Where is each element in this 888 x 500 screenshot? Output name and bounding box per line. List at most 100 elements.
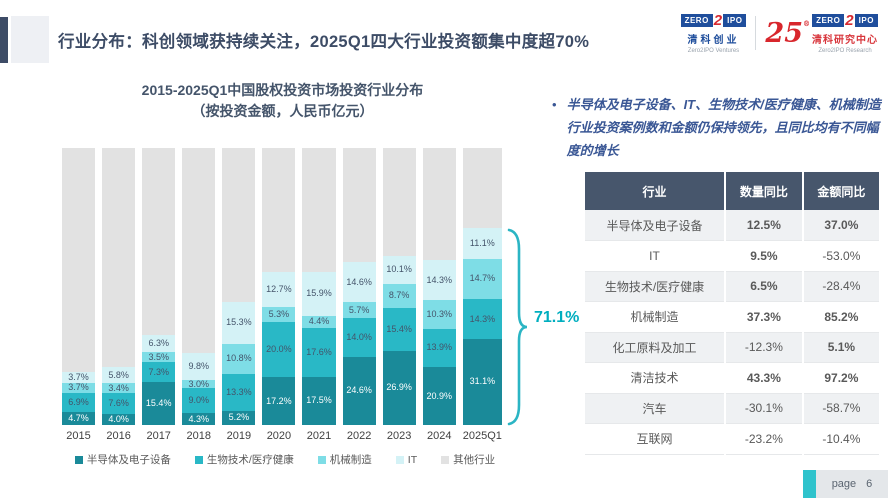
segment-生物技术/医疗健康: 9.0% [182,388,216,414]
cell-amount-yoy: -10.4% [801,423,879,455]
bar-stack: 20.9% 13.9% 10.3% 14.3% [422,148,456,425]
ventures-en-name: Zero2IPO Ventures [687,48,740,54]
segment-机械制造: 5.3% [262,307,296,322]
segment-value-label: 13.9% [426,342,452,353]
table-row: 机械制造 37.3% 85.2% [585,301,879,333]
cell-industry: 生物技术/医疗健康 [585,271,725,302]
table-row: 化工原料及加工 -12.3% 5.1% [585,332,879,363]
segment-IT: 11.1% [462,227,502,259]
registered-mark: ® [803,18,810,28]
table-row: 半导体及电子设备 12.5% 37.0% [585,210,879,241]
cell-amount-yoy: 5.1% [801,332,879,363]
bar-stack: 4.3% 9.0% 3.0% 9.8% [182,148,216,425]
segment-value-label: 14.3% [469,313,496,324]
cell-count-yoy: 9.5% [724,240,803,272]
bar-2021: 17.5% 17.6% 4.4% 15.9% 2021 [302,148,336,448]
cell-amount-yoy: 85.2% [801,301,879,333]
bar-2017: 15.4% 7.3% 3.5% 6.3% 2017 [142,148,176,448]
segment-value-label: 3.0% [188,378,210,389]
legend-swatch [441,455,450,464]
segment-其他行业 [382,148,416,256]
x-axis-label: 2024 [427,430,452,442]
segment-半导体及电子设备: 4.7% [62,411,96,425]
segment-机械制造: 10.3% [422,300,456,329]
segment-value-label: 6.9% [68,396,89,407]
segment-value-label: 7.3% [148,366,169,377]
bar-stack: 24.6% 14.0% 5.7% 14.6% [342,148,376,425]
segment-半导体及电子设备: 17.5% [302,376,336,425]
segment-机械制造: 4.4% [302,315,336,328]
logo-ipo-box: IPO [854,14,878,27]
anniversary-25-logo: 25 ® [765,17,810,49]
zero2ipo-research-logo: ZERO 2 IPO 清科研究中心 Zero2IPO Research [812,12,878,54]
legend-item-生物技术/医疗健康: 生物技术/医疗健康 [194,452,294,467]
segment-生物技术/医疗健康: 7.6% [102,392,136,414]
bar-2015: 4.7% 6.9% 3.7% 3.7% 2015 [62,148,96,448]
segment-IT: 15.3% [222,301,256,344]
segment-value-label: 3.4% [108,382,129,393]
segment-其他行业 [262,148,296,273]
segment-value-label: 15.4% [386,323,412,334]
segment-生物技术/医疗健康: 6.9% [62,392,96,412]
segment-机械制造: 3.7% [62,382,96,393]
segment-value-label: 10.3% [426,308,452,319]
title-accent-bar [0,17,8,63]
segment-value-label: 4.4% [308,316,330,327]
page-number-bar: page 6 [816,470,888,498]
research-en-name: Zero2IPO Research [818,48,872,54]
zero2ipo-mark: ZERO 2 IPO [812,12,878,29]
segment-其他行业 [422,148,456,261]
table-row: 汽车 -30.1% -58.7% [585,393,879,424]
segment-其他行业 [142,148,176,335]
logo-zero-box: ZERO [680,14,713,27]
table-row: IT 9.5% -53.0% [585,240,879,272]
segment-其他行业 [222,148,256,302]
segment-value-label: 3.5% [148,351,169,362]
chart-title: 2015-2025Q1中国股权投资市场投资行业分布 （按投资金额，人民币亿元） [60,80,505,122]
bar-2016: 4.0% 7.6% 3.4% 5.8% 2016 [102,148,136,448]
table-row: 互联网 -23.2% -10.4% [585,423,879,455]
title-accent-square [11,16,49,63]
x-axis-label: 2015 [66,430,91,442]
segment-机械制造: 3.5% [142,351,176,363]
segment-生物技术/医疗健康: 17.6% [302,327,336,377]
x-axis-label: 2016 [106,430,131,442]
bar-2020: 17.2% 20.0% 5.3% 12.7% 2020 [262,148,296,448]
logo-ipo-box: IPO [723,14,747,27]
x-axis-label: 2022 [346,430,372,442]
segment-IT: 10.1% [382,255,416,284]
logo-two-swoosh: 2 [713,12,723,29]
segment-value-label: 14.6% [346,276,372,287]
bar-2025Q1: 31.1% 14.3% 14.7% 11.1% 2025Q1 [462,148,502,448]
header-industry: 行业 [585,172,725,210]
legend-swatch [395,455,404,464]
x-axis-label: 2025Q1 [462,430,502,442]
footer-accent-block [803,470,816,498]
segment-生物技术/医疗健康: 20.0% [262,321,296,378]
segment-value-label: 26.9% [386,382,412,393]
segment-IT: 3.7% [62,372,96,383]
chart-title-line1: 2015-2025Q1中国股权投资市场投资行业分布 [141,82,424,98]
cell-count-yoy: -12.3% [724,332,803,363]
legend-item-IT: IT [395,452,417,467]
segment-value-label: 17.5% [306,395,332,406]
segment-value-label: 15.9% [306,288,332,299]
segment-value-label: 3.7% [68,382,89,393]
segment-value-label: 4.3% [188,413,210,424]
segment-IT: 15.9% [302,271,336,316]
cell-industry: 清洁技术 [585,362,725,394]
research-cn-name: 清科研究中心 [812,35,878,46]
cell-count-yoy: -30.1% [724,393,803,424]
segment-value-label: 17.6% [306,346,332,357]
segment-value-label: 14.3% [426,274,452,285]
segment-value-label: 20.9% [426,390,452,401]
segment-value-label: 7.6% [108,397,129,408]
segment-半导体及电子设备: 26.9% [382,350,416,425]
cell-count-yoy: 43.3% [724,362,803,394]
segment-value-label: 14.0% [346,331,372,342]
header-count-yoy: 数量同比 [724,172,803,210]
legend-swatch [194,455,203,464]
segment-生物技术/医疗健康: 14.3% [462,299,502,339]
x-axis-label: 2019 [226,430,252,442]
segment-value-label: 6.3% [148,338,169,349]
